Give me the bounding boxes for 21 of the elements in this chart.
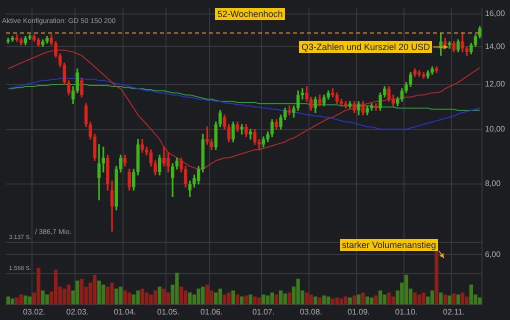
annotation: starker Volumenanstieg (340, 239, 438, 251)
candlestick (422, 72, 426, 79)
y-tick-label: 16,00 (484, 9, 506, 18)
y-tick-label: 6,00 (484, 250, 502, 259)
x-tick-label: 01.04. (114, 307, 136, 316)
annotation: Q3-Zahlen und Kursziel 20 USD (299, 41, 432, 53)
y-tick-label: 12,00 (484, 80, 506, 89)
x-tick-label: 01.10. (395, 307, 418, 316)
x-tick-label: 01.05. (157, 307, 180, 316)
ref-line-label: 52-Wochenhoch (215, 8, 285, 20)
y-tick-label: 14,00 (484, 42, 506, 51)
x-tick-label: 01.07. (252, 307, 275, 316)
x-tick-label: 02.11. (443, 307, 465, 316)
x-tick-label: 01.06. (200, 307, 223, 316)
x-tick-label: 03.08. (300, 307, 322, 316)
x-tick-label: 01.09. (348, 307, 370, 316)
y-tick-label: 8,00 (484, 179, 502, 188)
candlestick (248, 128, 252, 140)
x-tick-label: 02.03. (66, 307, 89, 316)
x-tick-label: 03.02. (23, 307, 46, 316)
y-tick-label: 10,00 (484, 124, 506, 134)
